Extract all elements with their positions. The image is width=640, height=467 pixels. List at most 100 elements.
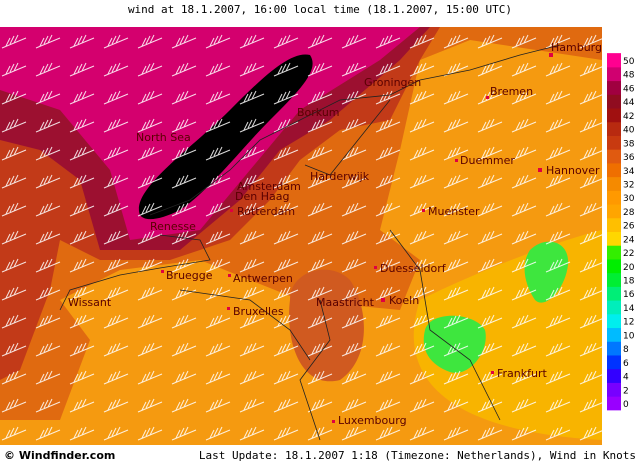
city: Groningen: [364, 76, 421, 89]
update-info: Last Update: 18.1.2007 1:18 (Timezone: N…: [199, 449, 636, 462]
legend-swatch: [607, 382, 621, 397]
legend-label: 18: [623, 277, 635, 287]
city: Muenster: [422, 205, 480, 218]
city-label: Duesseldorf: [380, 262, 447, 275]
city-label: Bruxelles: [233, 305, 284, 318]
legend-label: 4: [623, 373, 629, 383]
city-label: Antwerpen: [233, 272, 293, 285]
city: Wissant: [68, 296, 112, 309]
legend-swatch: [607, 135, 621, 150]
legend-label: 8: [623, 345, 629, 355]
legend-label: 26: [623, 222, 635, 232]
city: Hamburg: [549, 41, 602, 57]
city: Antwerpen: [228, 272, 293, 285]
legend-label: 34: [623, 167, 635, 177]
legend: 0246810121416182022242628303234363840424…: [607, 53, 635, 411]
city-label: Renesse: [150, 220, 196, 233]
legend-label: 30: [623, 194, 635, 204]
legend-label: 14: [623, 304, 635, 314]
legend-label: 10: [623, 331, 635, 341]
city: Hannover: [538, 164, 600, 177]
legend-swatch: [607, 286, 621, 301]
legend-label: 16: [623, 290, 635, 300]
legend-swatch: [607, 231, 621, 246]
legend-swatch: [607, 368, 621, 383]
city-label: North Sea: [136, 131, 191, 144]
legend-label: 44: [623, 98, 635, 108]
legend-swatch: [607, 396, 621, 411]
city-label: Frankfurt: [497, 367, 547, 380]
city: Duesseldorf: [374, 262, 447, 275]
legend-swatch: [607, 94, 621, 109]
city: Bruegge: [161, 269, 213, 282]
legend-label: 12: [623, 318, 634, 328]
city: Amsterdam: [237, 180, 301, 193]
legend-label: 2: [623, 386, 629, 396]
legend-swatch: [607, 354, 621, 370]
legend-swatch: [607, 217, 621, 232]
city-label: Duemmer: [460, 154, 515, 167]
legend-label: 32: [623, 180, 634, 190]
legend-label: 42: [623, 112, 634, 122]
legend-swatch: [607, 341, 621, 356]
city: Koeln: [381, 294, 419, 307]
legend-label: 0: [623, 400, 629, 410]
city-label: Bremen: [490, 85, 533, 98]
legend-label: 38: [623, 139, 635, 149]
city-label: Den Haag: [235, 190, 289, 203]
city: Rotterdam: [230, 205, 295, 218]
legend-swatch: [607, 245, 621, 260]
legend-swatch: [607, 176, 621, 191]
legend-swatch: [607, 162, 621, 178]
city: Borkum: [297, 106, 340, 119]
legend-swatch: [607, 272, 621, 287]
cities: Hamburg Bremen Groningen Borkum North Se…: [68, 41, 602, 427]
legend-label: 46: [623, 84, 635, 94]
legend-swatch: [607, 313, 621, 329]
legend-swatch: [607, 258, 621, 274]
city: Maastricht: [316, 296, 375, 309]
city-label: Groningen: [364, 76, 421, 89]
city: Bruxelles: [227, 305, 284, 318]
legend-swatch: [607, 108, 621, 123]
legend-label: 36: [623, 153, 635, 163]
legend-label: 50: [623, 57, 635, 67]
legend-swatch: [607, 53, 621, 68]
city: Harderwijk: [310, 170, 370, 183]
legend-label: 6: [623, 359, 629, 369]
city-label: Koeln: [389, 294, 419, 307]
legend-label: 20: [623, 263, 635, 273]
city-label: Amsterdam: [237, 180, 301, 193]
city: North Sea: [136, 131, 191, 144]
city-label: Bruegge: [166, 269, 213, 282]
city-label: Wissant: [68, 296, 112, 309]
legend-label: 40: [623, 126, 635, 136]
city-label: Muenster: [428, 205, 480, 218]
city: Renesse: [150, 220, 196, 233]
legend-swatch: [607, 204, 621, 219]
legend-swatch: [607, 80, 621, 95]
legend-label: 48: [623, 71, 635, 81]
city: Den Haag: [235, 190, 289, 203]
legend-swatch: [607, 121, 621, 136]
city: Duemmer: [455, 154, 515, 167]
city-label: Harderwijk: [310, 170, 370, 183]
legend-swatch: [607, 327, 621, 342]
city-label: Hannover: [546, 164, 600, 177]
city: Bremen: [486, 85, 533, 99]
title: wind at 18.1.2007, 16:00 local time (18.…: [128, 3, 512, 16]
logo: © Windfinder.com: [4, 449, 115, 462]
city-label: Luxembourg: [338, 414, 407, 427]
city: Frankfurt: [491, 367, 547, 380]
legend-label: 22: [623, 249, 634, 259]
city-label: Maastricht: [316, 296, 375, 309]
map-area: [0, 27, 602, 445]
legend-swatch: [607, 300, 621, 315]
legend-swatch: [607, 66, 621, 82]
legend-label: 24: [623, 235, 635, 245]
borders: [59, 44, 561, 441]
city-label: Rotterdam: [237, 205, 295, 218]
legend-swatch: [607, 149, 621, 164]
